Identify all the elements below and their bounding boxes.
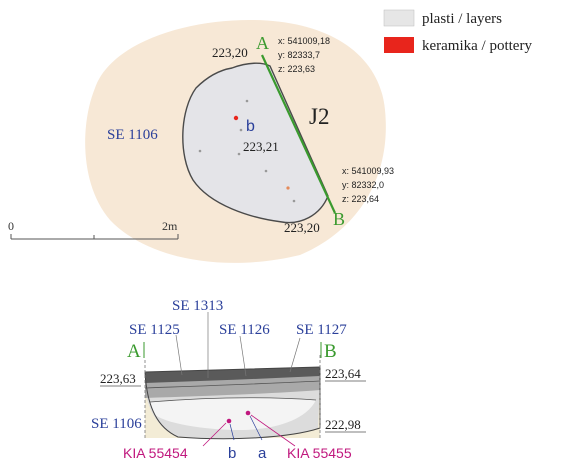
plan-point-b-x: x: 541009,93 <box>342 166 394 176</box>
elevation-right: 223,64 <box>325 366 361 381</box>
plan-point-a-y: y: 82333,7 <box>278 50 320 60</box>
section-letter-b: B <box>324 341 337 362</box>
outer-unit-label: SE 1106 <box>107 127 158 143</box>
plan-point-a-letter: A <box>256 33 269 53</box>
pit-j2 <box>182 62 329 224</box>
section-letter-a: A <box>127 341 141 362</box>
section-outline <box>144 366 321 440</box>
elevation-bottom: 222,98 <box>325 417 361 432</box>
plan-view: J2 SE 1106 b 223,21 A 223,20 x: 541009,1… <box>85 20 394 263</box>
find-point <box>237 152 241 156</box>
se1313-label: SE 1313 <box>172 298 223 314</box>
find-point <box>245 99 249 103</box>
sample-label-b: b <box>228 445 236 462</box>
section-layer-light <box>150 397 316 430</box>
plan-point-a-elevation: 223,20 <box>212 45 248 60</box>
center-elevation: 223,21 <box>243 139 279 154</box>
legend-swatch-pottery <box>384 37 414 53</box>
legend-label-layers: plasti / layers <box>422 11 502 27</box>
se1127-label: SE 1127 <box>296 322 347 338</box>
find-point <box>198 149 202 153</box>
scale-end: 2m <box>162 219 178 233</box>
legend: plasti / layers keramika / pottery <box>383 9 532 54</box>
find-point <box>286 186 290 190</box>
inner-label-b: b <box>246 118 255 135</box>
se1106-section-label: SE 1106 <box>91 416 142 432</box>
pottery-fragment <box>233 115 239 121</box>
find-point <box>264 169 268 173</box>
sample-point-b <box>226 418 232 424</box>
find-point <box>239 128 243 132</box>
find-point <box>292 199 296 203</box>
kia-label-right: KIA 55455 <box>287 445 352 461</box>
scale-bar: 0 2m <box>8 219 179 240</box>
legend-label-pottery: keramika / pottery <box>422 38 532 54</box>
kia-label-left: KIA 55454 <box>123 445 188 461</box>
se1125-label: SE 1125 <box>129 322 180 338</box>
scale-start: 0 <box>8 219 14 233</box>
plan-point-b-elevation: 223,20 <box>284 220 320 235</box>
legend-swatch-layers <box>383 9 415 27</box>
feature-label: J2 <box>309 104 329 129</box>
section-view: SE 1313 SE 1125 SE 1126 SE 1127 SE 1106 … <box>91 298 366 462</box>
sample-point-a <box>245 410 251 416</box>
plan-point-a-z: z: 223,63 <box>278 64 315 74</box>
plan-point-b-y: y: 82332,0 <box>342 180 384 190</box>
se1126-label: SE 1126 <box>219 322 270 338</box>
elevation-left: 223,63 <box>100 371 136 386</box>
plan-point-b-z: z: 223,64 <box>342 194 379 204</box>
plan-point-b-letter: B <box>333 209 345 229</box>
sample-label-a: a <box>258 445 267 462</box>
plan-point-a-x: x: 541009,18 <box>278 36 330 46</box>
section-line-ab <box>261 54 336 214</box>
